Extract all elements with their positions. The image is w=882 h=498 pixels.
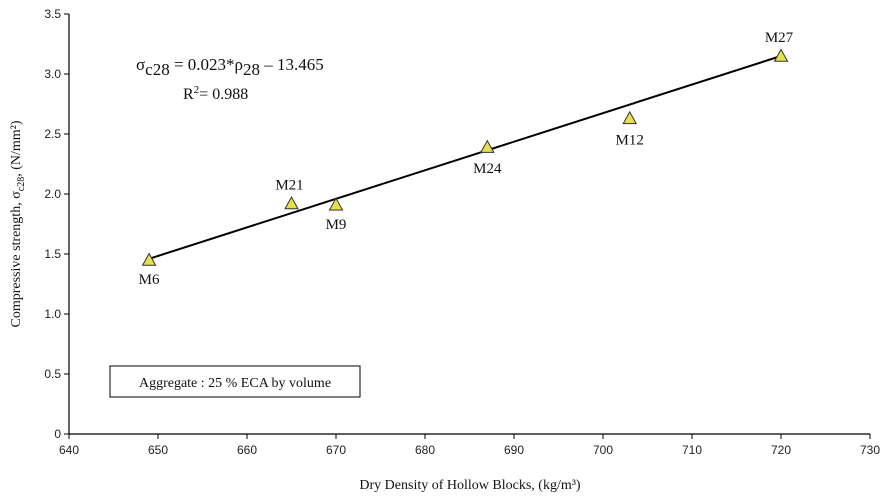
y-tick-label: 1.5 (44, 247, 61, 261)
regression-equation: σc28 = 0.023*ρ28 – 13.465 (136, 55, 324, 79)
x-tick-label: 700 (593, 443, 613, 457)
eq-rho-sub: 28 (243, 60, 260, 79)
data-point-label: M12 (616, 132, 644, 148)
data-point-marker (141, 252, 157, 266)
y-tick-label: 0 (54, 427, 61, 441)
y-tick-label: 3.0 (44, 67, 61, 81)
x-axis-label: Dry Density of Hollow Blocks, (kg/m³) (359, 478, 581, 493)
eq-sigma-sub: c28 (145, 60, 170, 79)
x-tick-label: 660 (237, 443, 257, 457)
r-squared: R2= 0.988 (183, 84, 248, 103)
y-tick-label: 0.5 (44, 367, 61, 381)
data-points: M6 M21 M9 M24 M12 M27 (139, 30, 794, 288)
data-point-marker (622, 110, 638, 125)
x-tick-label: 710 (682, 443, 702, 457)
y-tick-label: 2.5 (44, 127, 61, 141)
data-point-marker (479, 139, 495, 153)
data-point-label: M6 (139, 272, 160, 288)
y-axis-label-main: Compressive strength, σ (9, 191, 24, 328)
x-tick-label: 680 (415, 443, 435, 457)
x-tick-label: 720 (771, 443, 791, 457)
x-tick-label: 730 (860, 443, 880, 457)
data-point-label: M21 (275, 178, 303, 194)
y-axis-label-sub: c28 (16, 177, 27, 191)
data-point-label: M24 (473, 161, 502, 177)
data-point-marker (284, 196, 299, 210)
y-axis-label: Compressive strength, σc28, (N/mm²) (9, 120, 27, 327)
y-axis-label-tail: , (N/mm²) (9, 120, 24, 177)
data-point-marker (328, 197, 344, 211)
x-tick-label: 670 (326, 443, 346, 457)
x-tick-label: 650 (148, 443, 168, 457)
data-point-label: M9 (326, 217, 347, 233)
y-tick-label: 1.0 (44, 307, 61, 321)
y-tick-label: 3.5 (44, 7, 61, 21)
trendline-group (148, 55, 782, 260)
trendline (148, 55, 782, 260)
eq-sigma: σ (136, 55, 145, 74)
data-point-marker (773, 48, 789, 62)
r2-sup: 2 (194, 84, 200, 96)
axis-ticks: 640 650 660 670 680 690 700 710 720 730 0 0.5 1.0 1.5… (44, 7, 880, 457)
y-tick-label: 2.0 (44, 187, 61, 201)
r2-base: R (183, 86, 194, 103)
eq-mid: = 0.023*ρ (170, 55, 243, 74)
r2-tail: = 0.988 (199, 86, 248, 103)
x-tick-label: 640 (59, 443, 79, 457)
data-point-label: M27 (765, 30, 794, 46)
x-tick-label: 690 (504, 443, 524, 457)
annotation-text: Aggregate : 25 % ECA by volume (139, 376, 331, 391)
eq-tail: – 13.465 (260, 55, 324, 74)
annotation-box (109, 365, 361, 398)
